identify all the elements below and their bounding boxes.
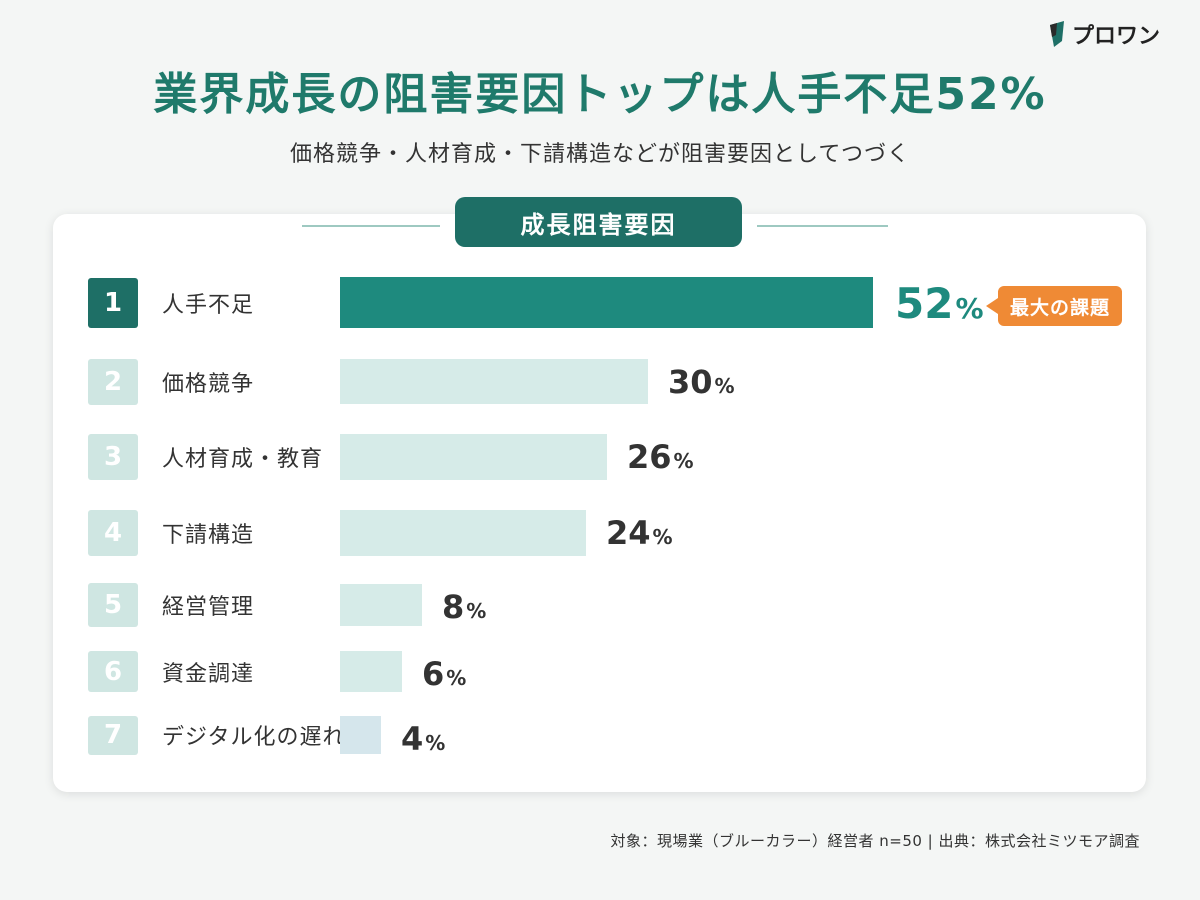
bar	[340, 716, 381, 754]
value-label: 8%	[442, 588, 486, 626]
value-unit: %	[466, 599, 487, 623]
category-label: 下請構造	[162, 523, 255, 548]
brand-name: プロワン	[1071, 24, 1160, 49]
value-unit: %	[446, 666, 467, 690]
rank-badge: 2	[88, 358, 138, 405]
value-label: 6%	[422, 655, 466, 693]
value-number: 26	[627, 438, 672, 476]
value-number: 8	[442, 588, 465, 626]
bar	[340, 277, 873, 328]
value-number: 24	[606, 514, 651, 552]
rank-badge: 5	[88, 583, 138, 627]
value-unit: %	[955, 292, 984, 325]
value-label: 52%	[895, 279, 984, 328]
page-title: 業界成長の阻害要因トップは人手不足52%	[153, 69, 1047, 120]
top-issue-badge: 最大の課題	[986, 286, 1122, 326]
category-label: 価格競争	[162, 371, 255, 397]
value-label: 4%	[401, 720, 445, 758]
bar	[340, 651, 402, 692]
source-note: 対象：現場業（ブルーカラー）経営者 n=50 | 出典：株式会社ミツモア調査	[610, 832, 1140, 850]
rank-badge: 7	[88, 715, 138, 755]
category-label: 経営管理	[162, 595, 255, 620]
value-unit: %	[673, 449, 694, 473]
value-label: 30%	[668, 363, 735, 401]
bar	[340, 359, 648, 404]
value-number: 4	[401, 720, 424, 758]
card-title-divider-left	[302, 225, 440, 227]
page-subtitle: 価格競争・人材育成・下請構造などが阻害要因としてつづく	[290, 142, 910, 167]
bar	[340, 584, 422, 626]
bar	[340, 510, 586, 556]
category-label: デジタル化の遅れ	[162, 725, 346, 750]
brand-logo: プロワン	[1048, 18, 1160, 50]
value-number: 6	[422, 655, 445, 693]
category-label: 資金調達	[162, 661, 255, 687]
rank-badge: 1	[88, 277, 138, 328]
category-label: 人手不足	[162, 292, 255, 318]
value-label: 26%	[627, 438, 694, 476]
value-number: 52	[895, 279, 954, 328]
category-label: 人材育成・教育	[162, 447, 324, 472]
rank-badge: 4	[88, 510, 138, 556]
value-unit: %	[425, 731, 446, 755]
card-title-divider-right	[757, 225, 888, 227]
chart-title: 成長阻害要因	[455, 197, 742, 247]
value-unit: %	[652, 525, 673, 549]
value-label: 24%	[606, 514, 673, 552]
leaf-logo-icon	[1049, 21, 1064, 47]
rank-badge: 3	[88, 434, 138, 480]
rank-badge: 6	[88, 651, 138, 692]
value-number: 30	[668, 363, 713, 401]
bar	[340, 434, 607, 480]
value-unit: %	[714, 374, 735, 398]
